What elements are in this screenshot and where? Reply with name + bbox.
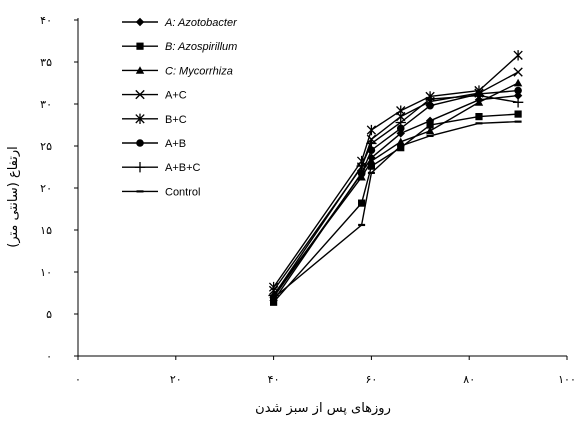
y-tick-label: ۵ <box>46 308 52 321</box>
data-point <box>396 137 405 146</box>
data-point <box>512 97 524 108</box>
data-point <box>473 90 485 101</box>
legend-label: B+C <box>165 114 187 126</box>
legend-label: C: Mycorrhiza <box>165 65 233 77</box>
data-point <box>395 117 406 128</box>
legend-entry: A+B+C <box>122 162 201 174</box>
data-point <box>514 110 522 118</box>
legend-marker <box>135 66 145 74</box>
legend-label: A: Azotobacter <box>164 17 238 29</box>
series-line <box>273 94 519 296</box>
y-tick-label: ۴۰ <box>40 14 52 27</box>
y-tick-label: ۲۵ <box>40 140 52 153</box>
y-tick-label: ۱۵ <box>40 224 52 237</box>
data-point <box>513 78 523 87</box>
y-axis-ticks: ۰ ۵ ۱۰ ۱۵ ۲۰ ۲۵ ۳۰ ۳۵ ۴۰ <box>40 14 78 363</box>
x-tick-label: ۰ <box>75 373 81 386</box>
data-point <box>475 113 483 121</box>
y-tick-label: ۳۰ <box>40 98 52 111</box>
legend-label: A+B <box>165 138 186 150</box>
legend-label: A+C <box>165 90 187 102</box>
series-circle <box>269 86 522 302</box>
y-tick-label: ۱۰ <box>40 266 52 279</box>
data-point <box>426 101 434 110</box>
series-x <box>268 67 523 296</box>
series-line <box>273 120 519 299</box>
data-point <box>514 86 522 95</box>
data-point <box>396 105 406 116</box>
legend-entry: Control <box>122 186 200 198</box>
series-dash <box>270 120 522 300</box>
x-axis-title: روزهای پس از سبز شدن <box>255 401 391 416</box>
data-point <box>358 199 366 207</box>
legend-marker <box>136 42 144 50</box>
legend-box <box>120 12 270 212</box>
legend-marker <box>135 17 145 27</box>
legend-marker <box>135 89 145 100</box>
data-point <box>474 98 484 106</box>
data-point <box>397 144 405 152</box>
y-tick-label: ۳۵ <box>40 56 52 69</box>
data-point <box>424 93 436 105</box>
data-point <box>366 138 377 149</box>
legend-marker <box>136 139 144 147</box>
legend-entry: A+B <box>122 138 186 150</box>
series-line <box>273 113 519 303</box>
x-tick-label: ۸۰ <box>463 373 475 386</box>
data-point <box>356 160 367 172</box>
legend-entry: A+C <box>122 90 187 102</box>
data-point <box>367 156 376 165</box>
legend-entry: B: Azospirillum <box>122 41 237 53</box>
series-square <box>270 110 522 306</box>
data-point <box>367 162 375 170</box>
data-point <box>366 124 377 136</box>
legend-entry: B+C <box>122 113 187 126</box>
legend-marker <box>135 113 145 124</box>
x-tick-label: ۴۰ <box>268 373 280 386</box>
data-point <box>396 124 405 133</box>
x-axis-ticks: ۰ ۲۰ ۴۰ ۶۰ ۸۰ ۱۰۰ <box>75 356 576 386</box>
data-point <box>270 298 278 306</box>
data-point <box>513 67 523 77</box>
legend-entry: C: Mycorrhiza <box>122 65 233 77</box>
data-point <box>425 126 435 135</box>
series-line <box>273 89 519 298</box>
data-point <box>426 121 434 129</box>
y-axis-title: ارتفاع (سانتی متر) <box>6 146 21 248</box>
legend-label: B: Azospirillum <box>165 41 237 53</box>
x-tick-label: ۶۰ <box>365 373 377 386</box>
x-tick-label: ۲۰ <box>170 373 182 386</box>
y-tick-label: ۲۰ <box>40 182 52 195</box>
legend: A: Azotobacter B: Azospirillum C: Mycorrhi… <box>120 12 270 212</box>
legend-label: Control <box>165 186 200 198</box>
series-plus <box>268 90 524 301</box>
data-point <box>357 169 366 178</box>
legend-marker <box>134 162 146 173</box>
x-tick-label: ۱۰۰ <box>558 373 576 386</box>
series-asterisk <box>268 50 523 293</box>
data-point <box>513 50 523 61</box>
legend-label: A+B+C <box>165 162 201 174</box>
legend-entry: A: Azotobacter <box>122 17 238 29</box>
y-tick-label: ۰ <box>46 350 52 363</box>
series-lines <box>268 50 524 306</box>
